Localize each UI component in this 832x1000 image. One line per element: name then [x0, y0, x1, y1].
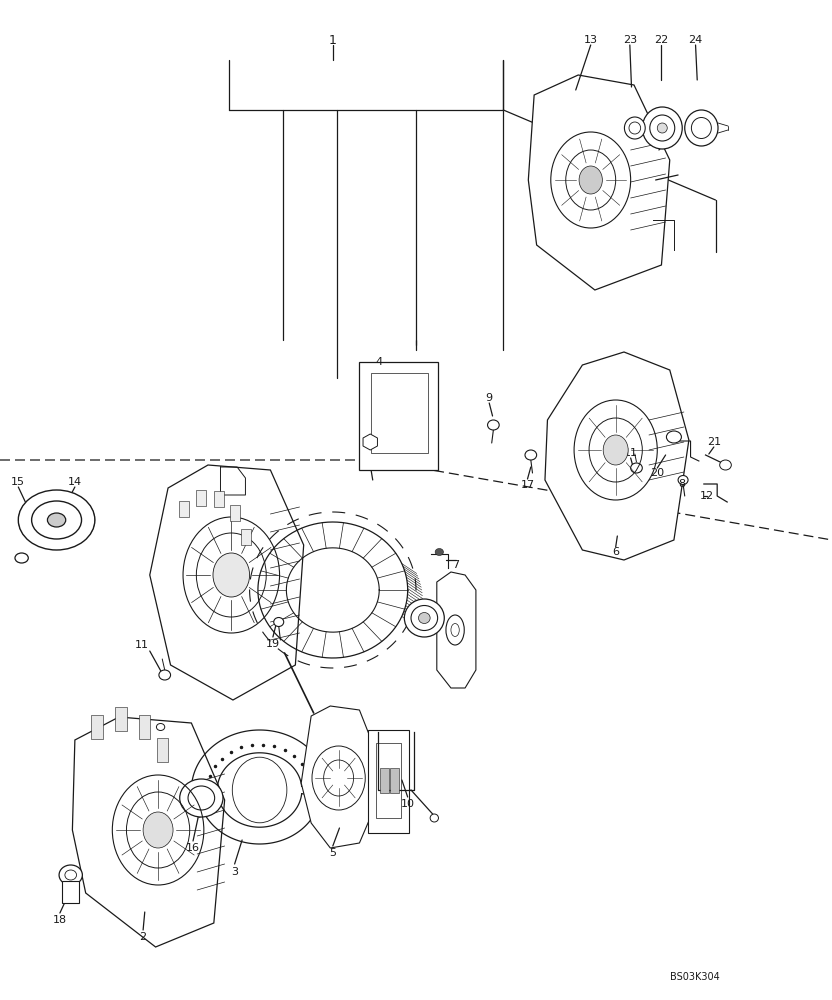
Bar — [157, 738, 169, 762]
Text: 6: 6 — [612, 547, 619, 557]
Text: 10: 10 — [401, 799, 414, 809]
Bar — [230, 505, 240, 521]
Text: 15: 15 — [12, 477, 25, 487]
Bar — [390, 768, 399, 793]
Text: 5: 5 — [329, 848, 336, 858]
Text: 2: 2 — [140, 932, 146, 942]
Bar — [91, 715, 102, 739]
Bar — [214, 491, 224, 507]
Text: 19: 19 — [266, 639, 280, 649]
Ellipse shape — [488, 420, 499, 430]
Ellipse shape — [525, 450, 537, 460]
Text: 7: 7 — [453, 560, 459, 570]
Bar — [241, 529, 251, 545]
Text: 1: 1 — [329, 33, 337, 46]
Bar — [196, 490, 206, 506]
Ellipse shape — [32, 501, 82, 539]
Ellipse shape — [15, 553, 28, 563]
Ellipse shape — [631, 463, 642, 473]
Text: 23: 23 — [623, 35, 636, 45]
Circle shape — [579, 166, 602, 194]
Bar — [62, 881, 79, 903]
Ellipse shape — [47, 513, 66, 527]
Circle shape — [213, 553, 250, 597]
Text: 14: 14 — [68, 477, 82, 487]
Polygon shape — [528, 75, 670, 290]
Bar — [179, 501, 189, 517]
Ellipse shape — [629, 122, 641, 134]
Ellipse shape — [435, 548, 443, 556]
Ellipse shape — [274, 617, 284, 626]
Ellipse shape — [156, 724, 165, 730]
Text: 11: 11 — [624, 448, 637, 458]
Circle shape — [143, 812, 173, 848]
Polygon shape — [150, 465, 304, 700]
Polygon shape — [368, 730, 409, 833]
Ellipse shape — [159, 670, 171, 680]
Bar — [359, 362, 438, 470]
Text: 3: 3 — [231, 867, 238, 877]
Circle shape — [603, 435, 628, 465]
Ellipse shape — [666, 431, 681, 443]
Ellipse shape — [188, 786, 215, 810]
Polygon shape — [437, 572, 476, 688]
Text: 8: 8 — [679, 479, 686, 489]
Text: 11: 11 — [135, 640, 148, 650]
Ellipse shape — [180, 779, 223, 817]
Ellipse shape — [59, 865, 82, 885]
Text: 17: 17 — [521, 480, 534, 490]
Ellipse shape — [657, 123, 667, 133]
Polygon shape — [301, 706, 374, 848]
Ellipse shape — [411, 605, 438, 631]
Ellipse shape — [418, 612, 430, 624]
Bar — [376, 743, 401, 818]
Text: 24: 24 — [688, 35, 703, 45]
Text: 22: 22 — [654, 35, 669, 45]
Bar — [115, 707, 126, 731]
Ellipse shape — [624, 117, 646, 139]
Text: 13: 13 — [584, 35, 597, 45]
Text: 20: 20 — [651, 468, 664, 478]
Ellipse shape — [642, 107, 682, 149]
Polygon shape — [72, 717, 225, 947]
Ellipse shape — [691, 117, 711, 138]
Text: 9: 9 — [486, 393, 493, 403]
Ellipse shape — [650, 115, 675, 141]
Polygon shape — [363, 434, 378, 450]
Ellipse shape — [404, 599, 444, 637]
Bar — [139, 715, 151, 739]
Text: BS03K304: BS03K304 — [670, 972, 720, 982]
Bar — [371, 373, 428, 453]
Text: 18: 18 — [53, 915, 67, 925]
Polygon shape — [545, 352, 689, 560]
Ellipse shape — [685, 110, 718, 146]
Ellipse shape — [678, 476, 688, 485]
Text: 12: 12 — [701, 491, 714, 501]
Bar — [380, 768, 389, 793]
Ellipse shape — [430, 814, 438, 822]
Text: 4: 4 — [376, 357, 383, 367]
Circle shape — [232, 757, 287, 823]
Ellipse shape — [720, 460, 731, 470]
Ellipse shape — [18, 490, 95, 550]
Text: 16: 16 — [186, 843, 200, 853]
Text: 21: 21 — [707, 437, 721, 447]
